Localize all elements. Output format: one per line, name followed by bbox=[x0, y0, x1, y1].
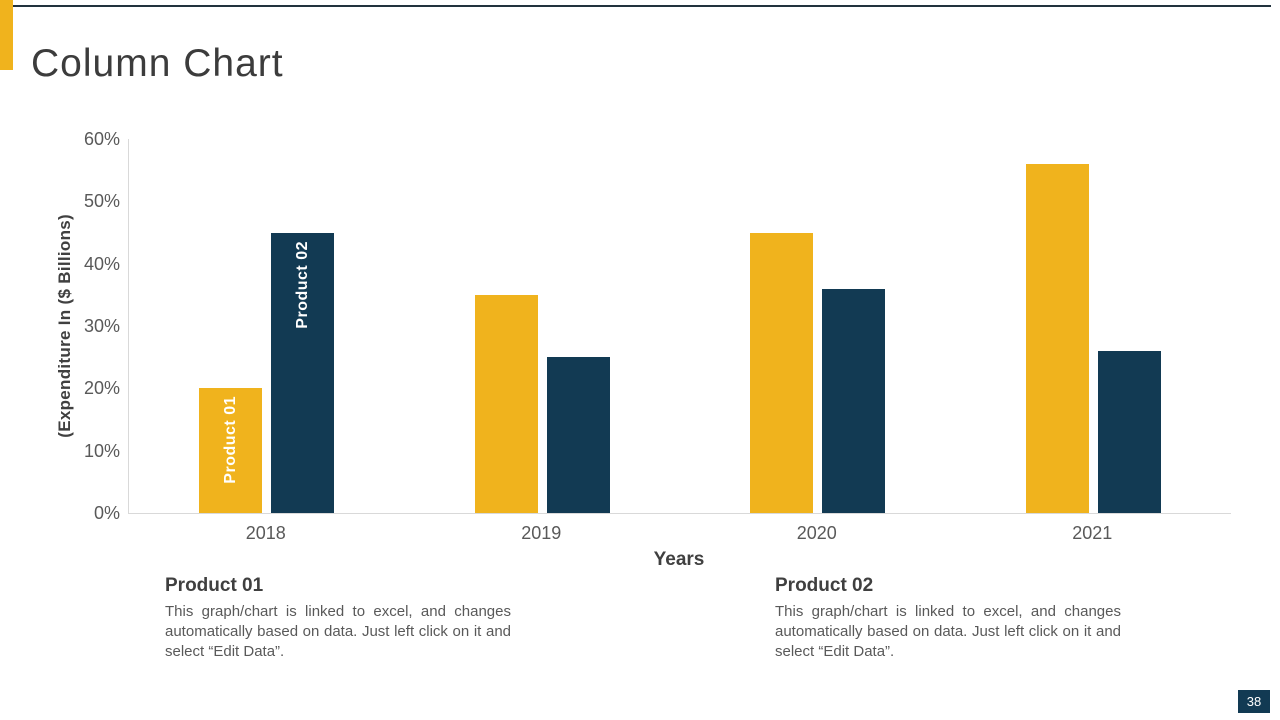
y-tick-label-30: 30% bbox=[83, 316, 120, 336]
bar-product-01-2020[interactable] bbox=[750, 232, 814, 513]
y-tick-label-60: 60% bbox=[83, 129, 120, 149]
plot-area[interactable]: Product 01 Product 02 bbox=[128, 139, 1231, 514]
page-title: Column Chart bbox=[31, 42, 284, 86]
note-body: This graph/chart is linked to excel, and… bbox=[165, 603, 511, 660]
note-body: This graph/chart is linked to excel, and… bbox=[775, 603, 1121, 660]
bar-product-02-2018[interactable]: Product 02 bbox=[271, 232, 335, 513]
page-number-badge: 38 bbox=[1238, 690, 1270, 713]
bar-product-01-2021[interactable] bbox=[1025, 163, 1089, 513]
bar-product-02-2019[interactable] bbox=[546, 357, 610, 513]
note-heading: Product 01 bbox=[165, 575, 264, 596]
series-label-product-02: Product 02 bbox=[293, 240, 311, 329]
series-label-product-01: Product 01 bbox=[221, 396, 239, 485]
x-axis-title: Years bbox=[653, 549, 705, 570]
y-tick-label-20: 20% bbox=[83, 378, 120, 399]
y-tick-label-40: 40% bbox=[83, 253, 120, 274]
x-tick-label-2018: 2018 bbox=[245, 523, 286, 543]
bar-product-02-2021[interactable] bbox=[1097, 350, 1161, 513]
accent-bar bbox=[0, 0, 13, 70]
x-tick-label-2019: 2019 bbox=[521, 523, 562, 543]
note-product-02: Product 02 This graph/chart is linked to… bbox=[775, 575, 1121, 662]
y-tick-label-10: 10% bbox=[83, 440, 120, 461]
note-product-01: Product 01 This graph/chart is linked to… bbox=[165, 575, 511, 662]
bar-product-01-2018[interactable]: Product 01 bbox=[199, 388, 263, 513]
y-tick-label-50: 50% bbox=[83, 191, 120, 212]
top-rule bbox=[13, 5, 1271, 7]
bar-product-02-2020[interactable] bbox=[822, 288, 886, 513]
bar-product-01-2019[interactable] bbox=[474, 294, 538, 513]
x-tick-label-2021: 2021 bbox=[1072, 523, 1113, 543]
y-tick-label-0: 0% bbox=[93, 503, 120, 523]
note-heading: Product 02 bbox=[775, 575, 874, 596]
x-tick-label-2020: 2020 bbox=[796, 523, 837, 543]
